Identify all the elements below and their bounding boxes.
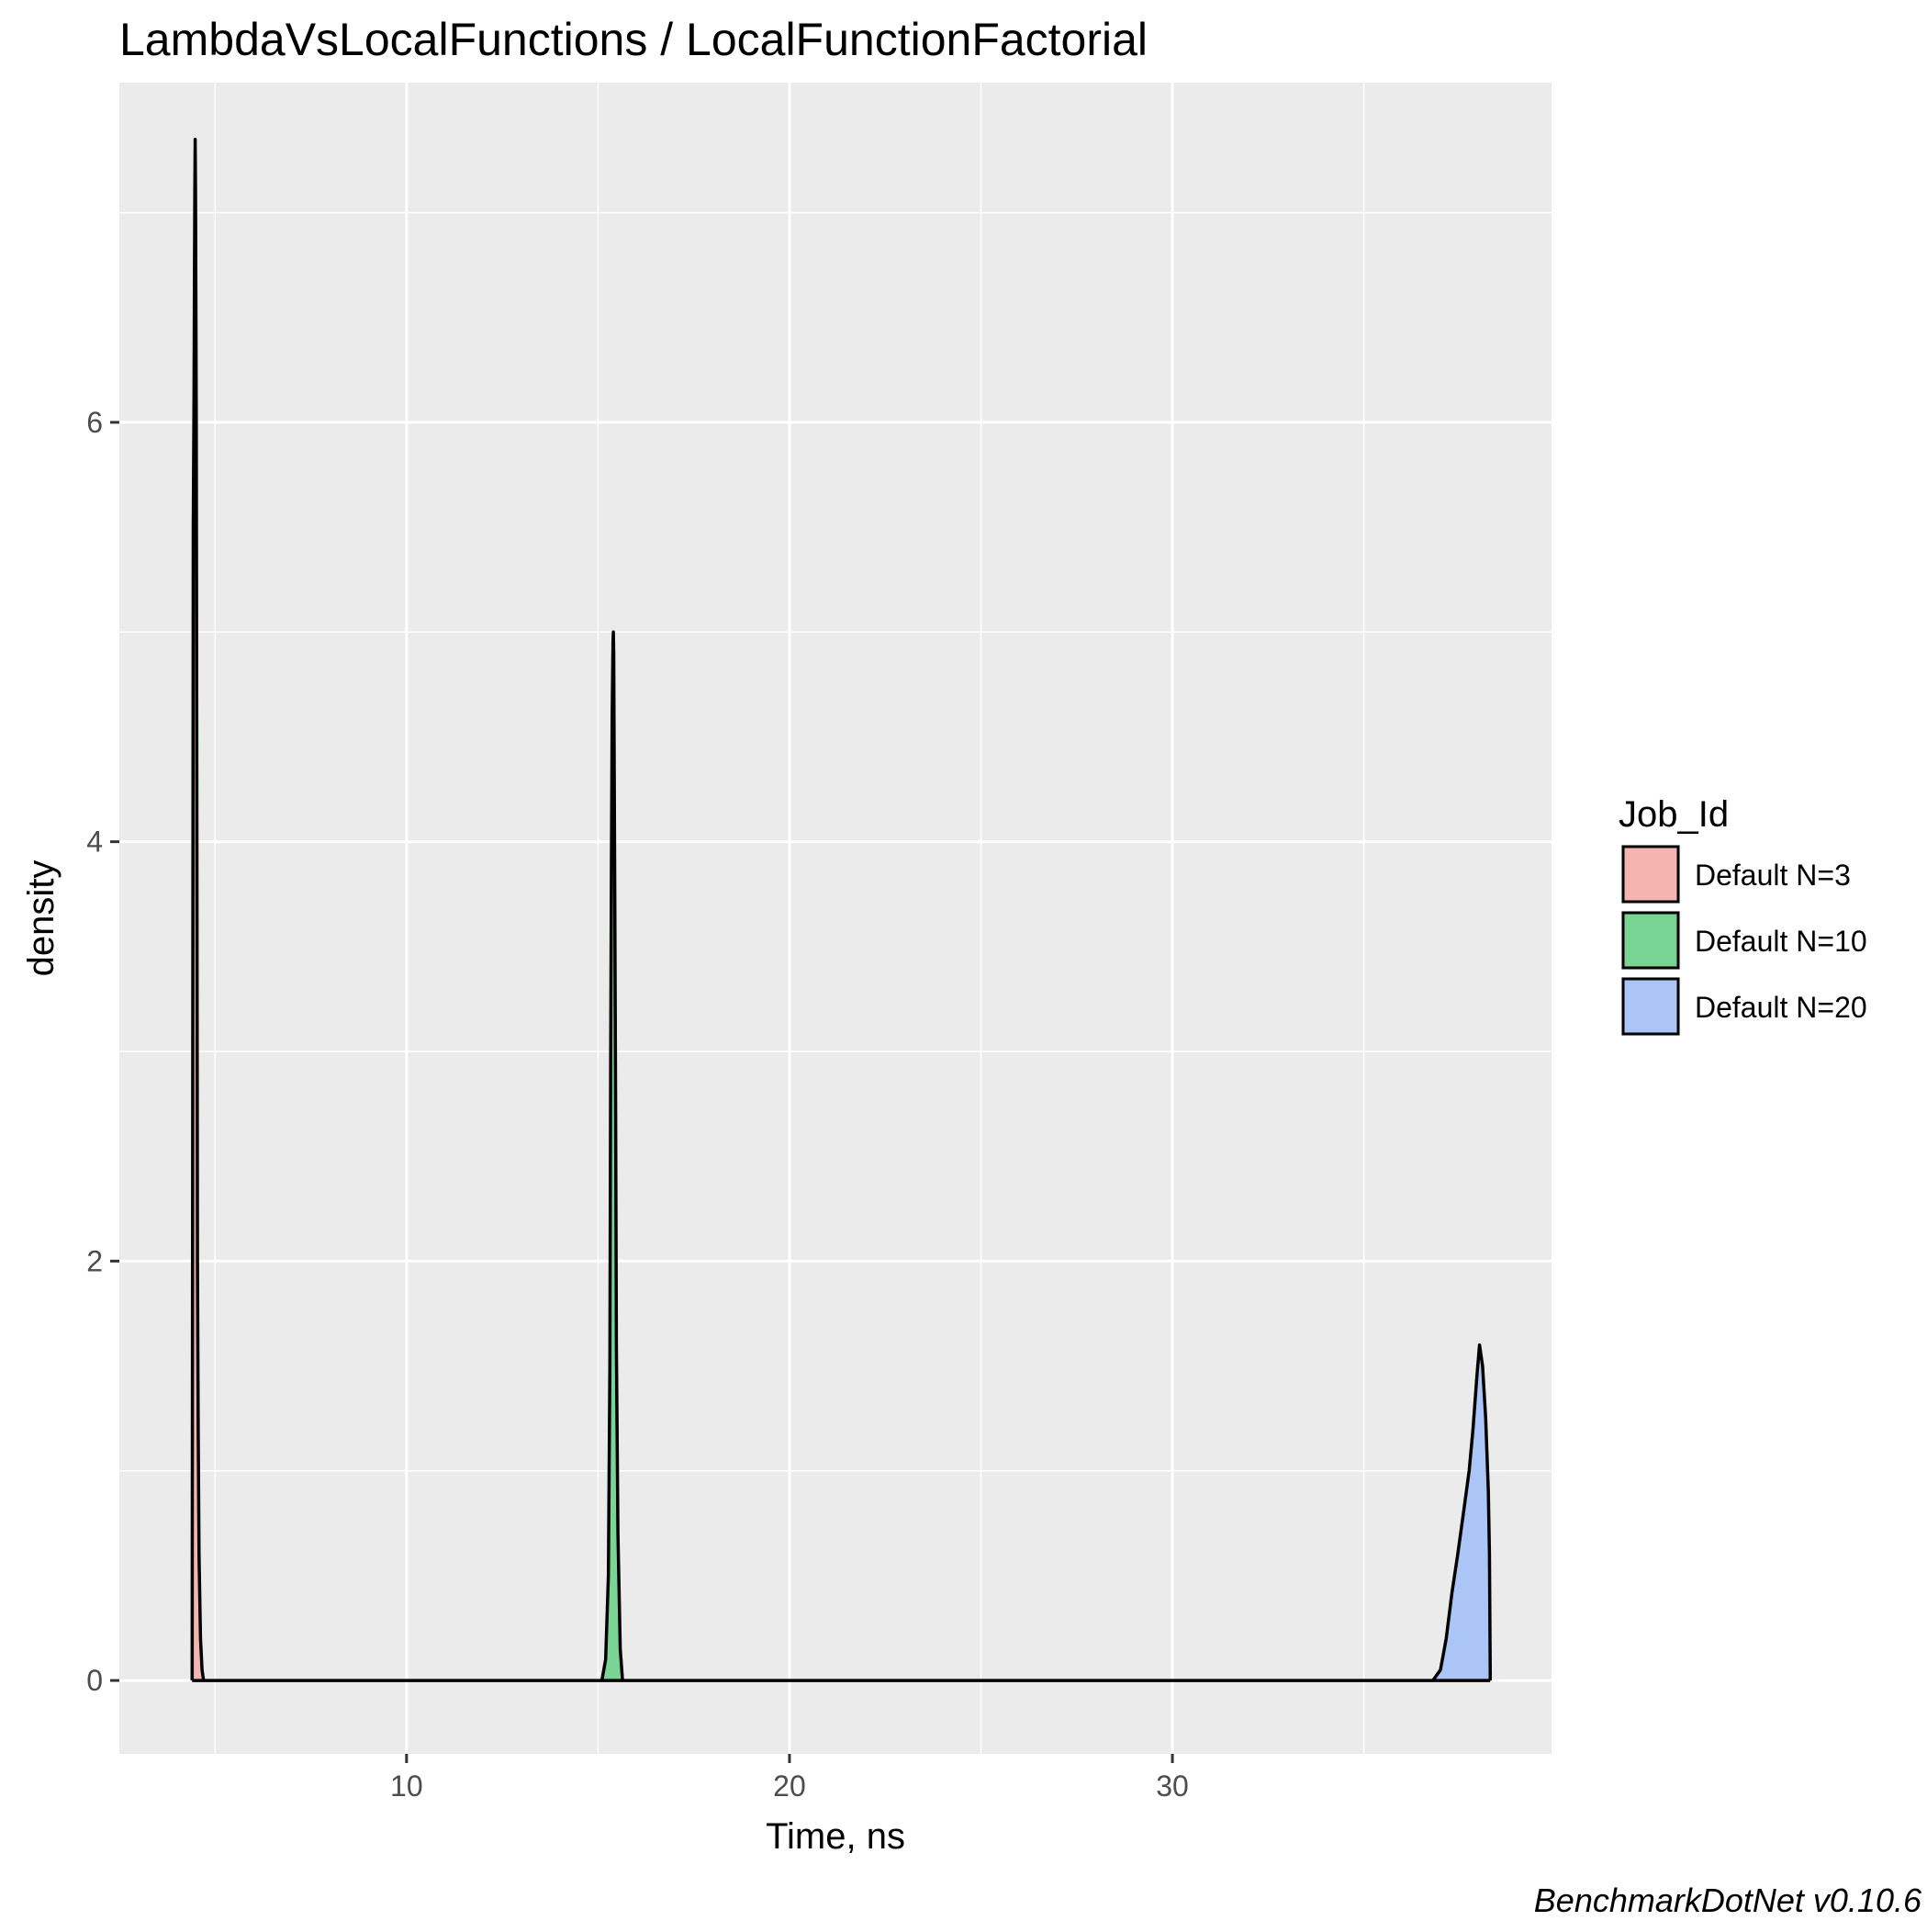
chart-title: LambdaVsLocalFunctions / LocalFunctionFa… xyxy=(119,14,1148,65)
density-outline-1 xyxy=(190,137,206,1681)
density-areas xyxy=(190,137,1493,1682)
legend-key-swatch xyxy=(1621,845,1680,904)
legend-key-swatch xyxy=(1621,911,1680,970)
caption: BenchmarkDotNet v0.10.6 xyxy=(1534,1881,1922,1919)
x-tick-label: 10 xyxy=(390,1769,423,1803)
x-tick-label: 20 xyxy=(773,1769,806,1803)
plot-panel xyxy=(119,83,1552,1754)
legend-item: Default N=20 xyxy=(1621,977,1867,1036)
density-outline-3 xyxy=(1431,1342,1493,1682)
y-tick-label: 2 xyxy=(86,1244,103,1277)
density-area-2 xyxy=(601,632,623,1681)
y-axis-title: density xyxy=(21,860,62,977)
minor-gridlines xyxy=(119,83,1552,1754)
legend-key-swatch xyxy=(1621,977,1680,1036)
y-tick-label: 4 xyxy=(86,826,103,859)
y-tick-label: 6 xyxy=(86,406,103,439)
legend-items: Default N=3 Default N=10 Default N=20 xyxy=(1621,845,1867,1036)
axis-ticks xyxy=(110,421,1174,1763)
y-axis-tick-labels: 0 2 4 6 xyxy=(86,406,103,1697)
density-area-3 xyxy=(1432,1344,1491,1681)
y-tick-label: 0 xyxy=(86,1664,103,1697)
x-tick-label: 30 xyxy=(1156,1769,1189,1803)
legend-label: Default N=3 xyxy=(1695,859,1851,892)
legend-title: Job_Id xyxy=(1619,794,1729,835)
legend-label: Default N=20 xyxy=(1695,991,1867,1024)
legend-item: Default N=3 xyxy=(1621,845,1851,904)
density-outline-2 xyxy=(599,630,624,1681)
legend-item: Default N=10 xyxy=(1621,911,1867,970)
legend-label: Default N=10 xyxy=(1695,925,1867,958)
x-axis-title: Time, ns xyxy=(766,1816,905,1857)
x-axis-tick-labels: 10 20 30 xyxy=(390,1769,1189,1803)
